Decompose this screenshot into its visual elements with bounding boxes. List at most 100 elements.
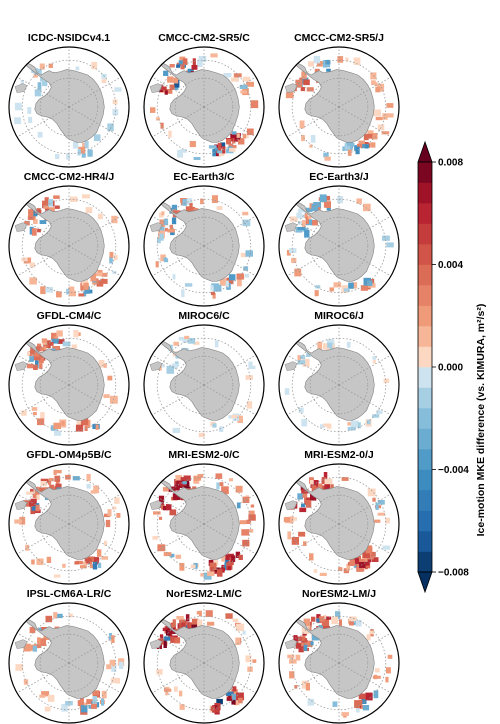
anomaly-cell — [372, 360, 376, 364]
anomaly-cell — [231, 131, 237, 135]
anomaly-cell — [210, 291, 215, 296]
anomaly-cell — [378, 410, 383, 414]
anomaly-cell — [23, 643, 31, 652]
anomaly-cell — [235, 551, 240, 558]
meridian-gridline — [151, 632, 205, 664]
anomaly-cell — [341, 712, 349, 716]
anomaly-cell — [252, 659, 257, 663]
anomaly-cell — [310, 641, 314, 646]
colorbar-swatch — [418, 346, 432, 368]
map-panel: GFDL-OM4p5B/C — [8, 449, 130, 585]
anomaly-cell — [246, 401, 253, 409]
latitude-gridline — [156, 476, 252, 572]
anomaly-cell — [94, 557, 100, 565]
anomaly-cell — [242, 630, 246, 635]
colorbar-swatch — [418, 449, 432, 470]
anomaly-cell — [27, 107, 32, 114]
meridian-gridline — [68, 662, 122, 694]
anomaly-cell — [317, 483, 323, 491]
anomaly-cell — [84, 141, 89, 149]
anomaly-cell — [173, 341, 179, 346]
meridian-gridline — [286, 384, 340, 416]
meridian-gridline — [338, 384, 392, 416]
anomaly-cell — [53, 469, 57, 475]
anomaly-cell — [304, 640, 313, 647]
meridian-gridline — [203, 76, 257, 108]
anomaly-cell — [93, 134, 101, 141]
anomaly-cell — [37, 418, 45, 426]
latitude-gridline — [39, 216, 99, 276]
anomaly-cell — [366, 419, 371, 425]
anomaly-cell — [325, 481, 330, 490]
meridian-gridline — [203, 662, 257, 694]
anomaly-cell — [74, 561, 79, 565]
anomaly-cell — [169, 509, 177, 516]
anomaly-cell — [75, 66, 80, 71]
anomaly-cell — [343, 568, 349, 574]
meridian-gridline — [16, 76, 70, 108]
anomaly-cell — [371, 80, 376, 85]
anomaly-cell — [354, 700, 360, 709]
anomaly-cell — [221, 486, 229, 495]
anomaly-cell — [25, 544, 30, 551]
anomaly-cell — [248, 514, 256, 521]
anomaly-cell — [326, 68, 331, 72]
anomaly-cell — [301, 680, 309, 689]
anomaly-cell — [162, 627, 169, 632]
anomaly-cell — [71, 344, 78, 349]
map-panel: IPSL-CM6A-LR/C — [8, 588, 130, 724]
anomaly-cell — [184, 335, 190, 339]
colorbar-swatch — [418, 551, 432, 573]
anomaly-cell — [109, 395, 118, 404]
latitude-gridline — [291, 59, 387, 155]
anomaly-cell — [37, 82, 42, 91]
anomaly-cell — [69, 290, 76, 297]
anomaly-cell — [86, 483, 91, 489]
anomaly-cell — [292, 517, 297, 521]
anomaly-cell — [84, 286, 90, 294]
anomaly-cell — [65, 701, 73, 706]
anomaly-cell — [283, 517, 291, 522]
anomaly-cell — [290, 216, 298, 222]
anomaly-field — [285, 47, 394, 167]
colorbar-swatch — [418, 367, 432, 388]
anomaly-cell — [246, 128, 254, 136]
anomaly-cell — [341, 477, 349, 481]
latitude-gridline — [156, 615, 252, 711]
anomaly-cell — [36, 558, 44, 565]
anomaly-cell — [366, 563, 371, 569]
anomaly-cell — [171, 363, 178, 369]
anomaly-cell — [52, 346, 60, 353]
meridian-gridline — [338, 523, 392, 555]
anomaly-cell — [190, 564, 196, 569]
anomaly-cell — [53, 574, 61, 578]
anomaly-cell — [163, 257, 167, 261]
colorbar-swatch — [418, 182, 432, 204]
anomaly-cell — [82, 561, 89, 565]
anomaly-cell — [116, 678, 121, 684]
meridian-gridline — [286, 245, 340, 277]
anomaly-cell — [169, 64, 175, 68]
anomaly-cell — [361, 696, 367, 704]
anomaly-cell — [90, 273, 97, 282]
anomaly-cell — [303, 638, 308, 643]
anomaly-cell — [230, 133, 235, 139]
anomaly-cell — [299, 507, 307, 513]
anomaly-cell — [160, 122, 164, 129]
anomaly-cell — [240, 90, 247, 94]
meridian-gridline — [203, 632, 257, 664]
colorbar-swatch — [418, 428, 432, 450]
anomaly-cell — [96, 280, 104, 287]
anomaly-cell — [150, 107, 156, 113]
anomaly-cell — [174, 86, 179, 90]
anomaly-cell — [309, 144, 313, 148]
panel-title: GFDL-OM4p5B/C — [26, 449, 112, 461]
anomaly-cell — [188, 622, 193, 628]
anomaly-cell — [33, 364, 38, 370]
anomaly-cell — [53, 612, 58, 619]
anomaly-cell — [31, 228, 37, 236]
meridian-gridline — [68, 245, 122, 277]
anomaly-cell — [15, 664, 24, 671]
colorbar-tick-label: 0.000 — [438, 363, 463, 374]
anomaly-cell — [30, 488, 34, 494]
